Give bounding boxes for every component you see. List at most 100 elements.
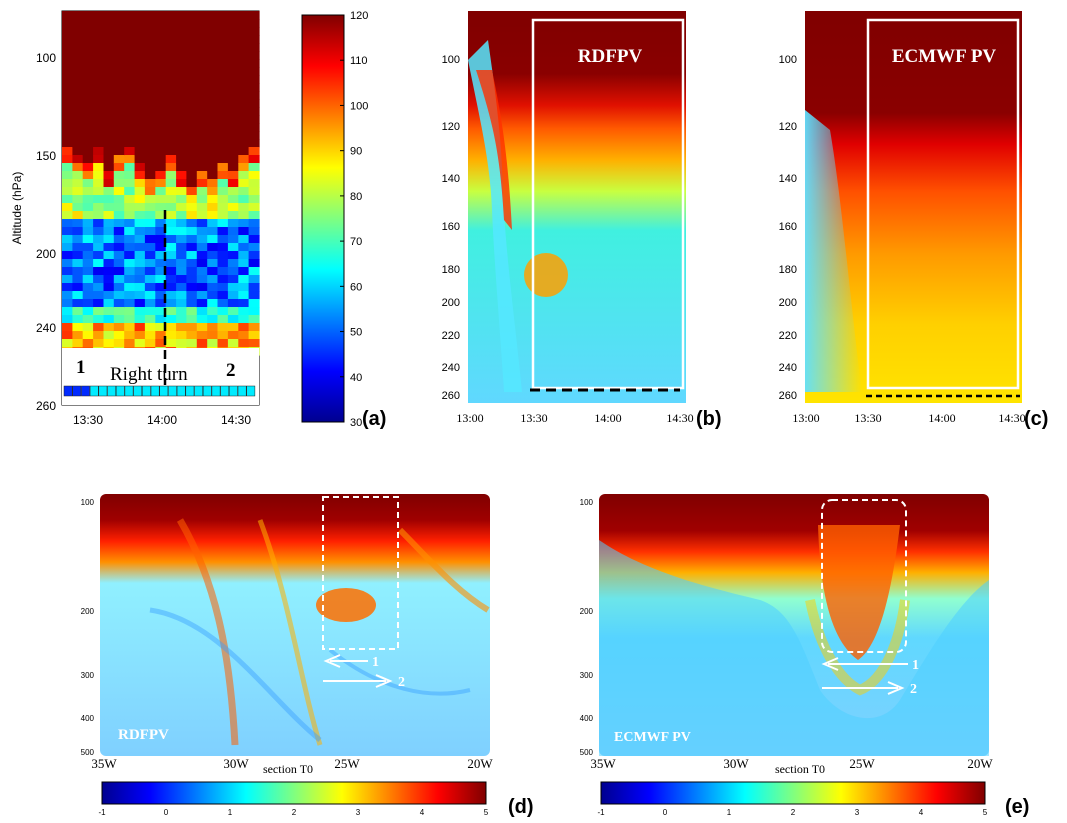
heatmap-cell bbox=[72, 83, 84, 92]
heatmap-cell bbox=[248, 51, 260, 60]
heatmap-cell bbox=[124, 227, 136, 236]
heatmap-cell bbox=[227, 59, 239, 68]
heatmap-cell bbox=[155, 59, 167, 68]
heatmap-cell bbox=[134, 227, 146, 236]
panel-c-ytick: 160 bbox=[779, 221, 797, 233]
heatmap-cell bbox=[72, 99, 84, 108]
heatmap-cell bbox=[238, 155, 250, 164]
heatmap-cell bbox=[248, 227, 260, 236]
heatmap-cell bbox=[165, 35, 177, 44]
heatmap-cell bbox=[227, 299, 239, 308]
heatmap-cell bbox=[186, 163, 198, 172]
heatmap-cell bbox=[82, 307, 94, 316]
heatmap-cell bbox=[165, 155, 177, 164]
heatmap-cell bbox=[82, 315, 94, 324]
heatmap-cell bbox=[238, 331, 250, 340]
heatmap-cell bbox=[93, 331, 105, 340]
heatmap-cell bbox=[103, 291, 115, 300]
heatmap-cell bbox=[113, 67, 125, 76]
heatmap-cell bbox=[62, 251, 73, 260]
heatmap-cell bbox=[155, 187, 167, 196]
heatmap-cell bbox=[248, 307, 260, 316]
heatmap-cell bbox=[82, 67, 94, 76]
heatmap-cell bbox=[238, 267, 250, 276]
heatmap-cell bbox=[248, 27, 260, 36]
heatmap-cell bbox=[103, 147, 115, 156]
heatmap-cell bbox=[248, 187, 260, 196]
heatmap-cell bbox=[113, 291, 125, 300]
heatmap-cell bbox=[176, 235, 188, 244]
heatmap-cell bbox=[227, 283, 239, 292]
heatmap-cell bbox=[248, 283, 260, 292]
heatmap-cell bbox=[62, 91, 73, 100]
heatmap-cell bbox=[186, 339, 198, 348]
panel-a-colorbar-ticks: 30 40 50 60 70 80 90 100 110 120 bbox=[340, 10, 368, 429]
heatmap-cell bbox=[196, 267, 208, 276]
heatmap-cell bbox=[62, 291, 73, 300]
heatmap-cell bbox=[227, 291, 239, 300]
heatmap-cell bbox=[72, 307, 84, 316]
panel-b-xtick: 13:30 bbox=[520, 411, 547, 425]
heatmap-cell bbox=[134, 67, 146, 76]
heatmap-cell bbox=[207, 299, 219, 308]
heatmap-cell bbox=[124, 235, 136, 244]
heatmap-cell bbox=[207, 35, 219, 44]
heatmap-cell bbox=[238, 171, 250, 180]
heatmap-cell bbox=[176, 267, 188, 276]
heatmap-cell bbox=[165, 283, 177, 292]
heatmap-cell bbox=[62, 83, 73, 92]
heatmap-cell bbox=[62, 283, 73, 292]
colorbar-tick-label: 30 bbox=[350, 417, 362, 429]
track-cell bbox=[202, 385, 212, 397]
heatmap-cell bbox=[165, 203, 177, 212]
panel-d-x-ticks: 35W 30W 25W 20W bbox=[91, 756, 493, 771]
heatmap-cell bbox=[62, 187, 73, 196]
heatmap-cell bbox=[186, 331, 198, 340]
heatmap-cell bbox=[227, 219, 239, 228]
heatmap-cell bbox=[186, 107, 198, 116]
panel-c-ytick: 240 bbox=[779, 362, 797, 374]
heatmap-cell bbox=[165, 299, 177, 308]
panel-a-track-strip bbox=[63, 385, 256, 397]
heatmap-cell bbox=[82, 179, 94, 188]
panel-d-inset-label: RDFPV bbox=[118, 727, 169, 743]
heatmap-cell bbox=[93, 179, 105, 188]
heatmap-cell bbox=[186, 139, 198, 148]
heatmap-cell bbox=[217, 131, 229, 140]
heatmap-cell bbox=[155, 115, 167, 124]
panel-c-ytick: 220 bbox=[779, 330, 797, 342]
heatmap-cell bbox=[124, 147, 136, 156]
track-cell bbox=[168, 385, 177, 397]
heatmap-cell bbox=[62, 27, 73, 36]
heatmap-cell bbox=[62, 179, 73, 188]
panel-d-filament-2 bbox=[257, 519, 323, 746]
heatmap-cell bbox=[186, 11, 198, 20]
heatmap-cell bbox=[72, 67, 84, 76]
heatmap-cell bbox=[124, 203, 136, 212]
heatmap-cell bbox=[227, 315, 239, 324]
heatmap-cell bbox=[62, 67, 73, 76]
heatmap-cell bbox=[238, 91, 250, 100]
heatmap-cell bbox=[62, 139, 73, 148]
heatmap-cell bbox=[62, 211, 73, 220]
heatmap-cell bbox=[217, 91, 229, 100]
panel-a-ytick: 150 bbox=[36, 149, 56, 163]
heatmap-cell bbox=[72, 211, 84, 220]
heatmap-cell bbox=[238, 35, 250, 44]
heatmap-cell bbox=[103, 299, 115, 308]
heatmap-cell bbox=[82, 147, 94, 156]
heatmap-cell bbox=[124, 339, 136, 348]
heatmap-cell bbox=[72, 227, 84, 236]
heatmap-cell bbox=[103, 331, 115, 340]
heatmap-cell bbox=[207, 171, 219, 180]
heatmap-cell bbox=[103, 275, 115, 284]
heatmap-cell bbox=[93, 171, 105, 180]
heatmap-cell bbox=[124, 107, 136, 116]
heatmap-cell bbox=[165, 187, 177, 196]
heatmap-cell bbox=[176, 11, 188, 20]
heatmap-cell bbox=[176, 339, 188, 348]
heatmap-cell bbox=[196, 275, 208, 284]
heatmap-cell bbox=[134, 339, 146, 348]
heatmap-cell bbox=[144, 155, 156, 164]
heatmap-cell bbox=[248, 291, 260, 300]
